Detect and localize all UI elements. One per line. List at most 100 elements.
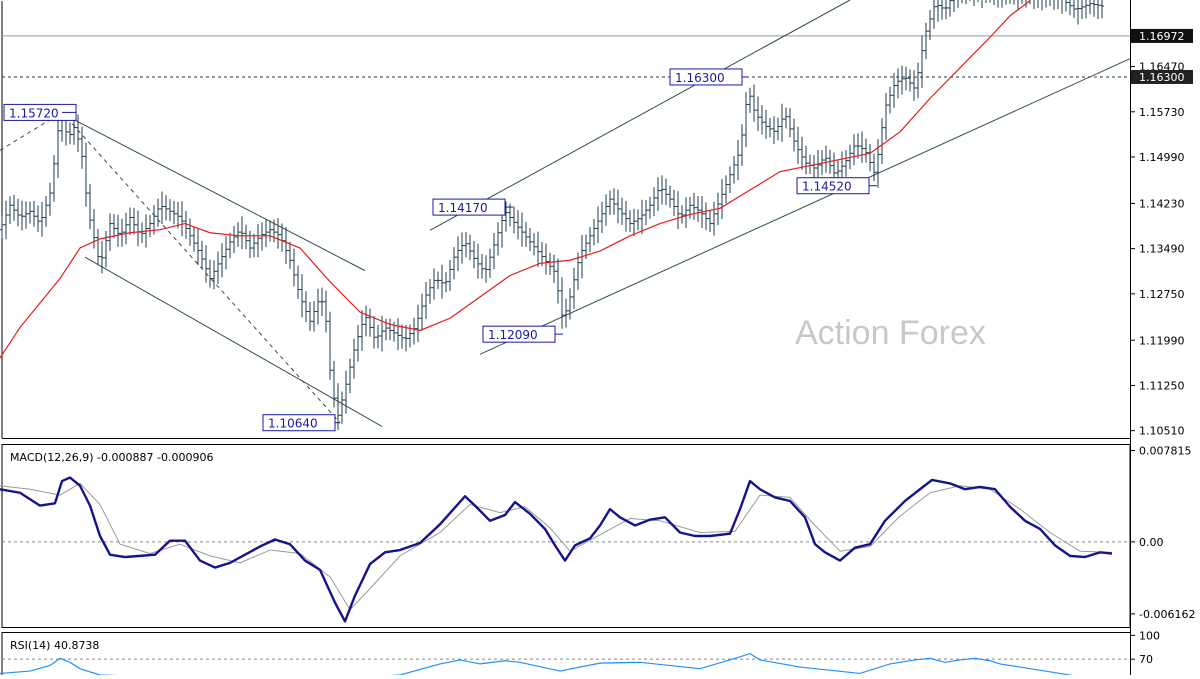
price-bar — [676, 191, 680, 230]
price-bar — [44, 195, 48, 227]
level-marker: 1.10640 — [262, 414, 340, 432]
price-bar — [880, 118, 884, 164]
price-bar — [532, 233, 536, 256]
price-bar — [420, 293, 424, 331]
level-marker: 1.14170 — [432, 198, 513, 216]
price-bar — [196, 228, 200, 266]
price-bar — [148, 215, 152, 237]
price-bar — [1080, 0, 1084, 20]
price-bar — [488, 248, 492, 278]
price-bar — [264, 219, 268, 248]
price-bar — [856, 133, 860, 159]
current-price-badge — [1131, 28, 1193, 43]
price-bar — [116, 214, 120, 247]
current-price-text: 1.16972 — [1139, 30, 1185, 43]
price-bar — [612, 188, 616, 215]
level-marker-label: 1.15720 — [9, 106, 59, 120]
price-bar — [452, 247, 456, 280]
price-bar — [993, 0, 995, 6]
price-bar — [312, 301, 316, 332]
price-bar — [180, 201, 184, 237]
price-bar — [480, 254, 484, 279]
macd-tick-label: 0.00 — [1139, 536, 1164, 549]
price-bar — [632, 208, 636, 237]
level-marker: 1.15720 — [3, 103, 77, 121]
price-bar — [504, 201, 508, 232]
price-bar — [997, 0, 999, 8]
price-bar — [520, 212, 524, 247]
price-bar — [916, 62, 920, 99]
price-bar — [344, 370, 348, 414]
price-bar — [432, 268, 436, 300]
price-bar — [965, 0, 967, 5]
trend-channel-line — [429, 0, 851, 231]
price-bar — [548, 252, 552, 275]
price-bar — [288, 241, 292, 269]
price-bar — [981, 0, 983, 8]
rsi-layer — [0, 652, 1130, 679]
price-bar — [436, 271, 440, 290]
price-bar — [476, 243, 480, 279]
price-bar — [528, 227, 532, 251]
price-bar — [800, 136, 804, 170]
price-bar — [624, 200, 628, 232]
macd-layer — [0, 476, 1130, 623]
price-bar — [200, 240, 204, 269]
price-bar — [444, 272, 448, 293]
price-bar — [1092, 0, 1096, 17]
price-bar — [72, 117, 76, 145]
price-bar — [536, 231, 540, 267]
price-bar — [973, 0, 975, 6]
price-bar — [752, 84, 756, 122]
price-bar — [696, 196, 700, 222]
rsi-axis: 100 70 — [1130, 629, 1160, 666]
price-bar — [292, 248, 296, 287]
price-bar — [776, 117, 780, 141]
price-bar — [364, 305, 368, 337]
price-bar — [748, 87, 752, 113]
price-bar — [12, 194, 16, 221]
level-marker: 1.16300 — [669, 68, 748, 86]
price-bar — [404, 324, 408, 352]
price-bar — [328, 311, 332, 380]
price-bar — [944, 0, 948, 20]
price-bar — [84, 142, 88, 207]
price-bar — [368, 308, 372, 337]
price-bar — [592, 219, 596, 246]
price-bar — [332, 360, 336, 408]
price-bar — [604, 194, 608, 226]
price-bar — [464, 232, 468, 258]
rsi-line — [0, 652, 1097, 679]
price-bar — [320, 287, 324, 316]
price-bar — [1017, 0, 1019, 11]
price-bar — [600, 201, 604, 234]
price-bar — [268, 220, 272, 242]
price-bar — [228, 232, 232, 259]
price-bar — [952, 0, 955, 13]
price-bar — [4, 200, 8, 240]
price-bar — [668, 185, 672, 208]
price-bar — [1001, 0, 1003, 8]
price-bar — [224, 236, 228, 270]
price-bar — [720, 179, 724, 220]
macd-panel: MACD(12,26,9) -0.000887 -0.000906 0.0078… — [0, 444, 1195, 628]
price-bar — [428, 279, 432, 304]
price-bar — [620, 197, 624, 225]
price-bar — [860, 131, 864, 163]
price-bar — [568, 288, 572, 320]
price-bar — [76, 114, 80, 153]
price-bar — [80, 126, 84, 169]
price-bar — [120, 218, 124, 247]
price-bar — [724, 175, 728, 204]
price-bar — [256, 223, 260, 258]
price-bar — [128, 207, 132, 235]
macd-title: MACD(12,26,9) -0.000887 -0.000906 — [10, 451, 213, 464]
price-bar — [552, 254, 556, 283]
price-bar — [884, 92, 888, 140]
price-bar — [284, 227, 288, 265]
price-bar — [844, 150, 848, 177]
price-bar — [188, 218, 192, 246]
price-tick-label: 1.13490 — [1139, 243, 1185, 256]
price-bar — [172, 200, 176, 225]
